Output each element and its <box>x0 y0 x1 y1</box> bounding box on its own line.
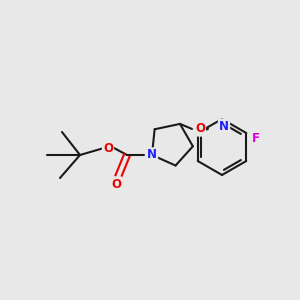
Text: O: O <box>111 178 121 190</box>
Text: F: F <box>252 131 260 145</box>
Text: O: O <box>103 142 113 154</box>
Text: N: N <box>147 148 157 161</box>
Text: N: N <box>219 119 229 133</box>
Text: O: O <box>195 122 205 135</box>
